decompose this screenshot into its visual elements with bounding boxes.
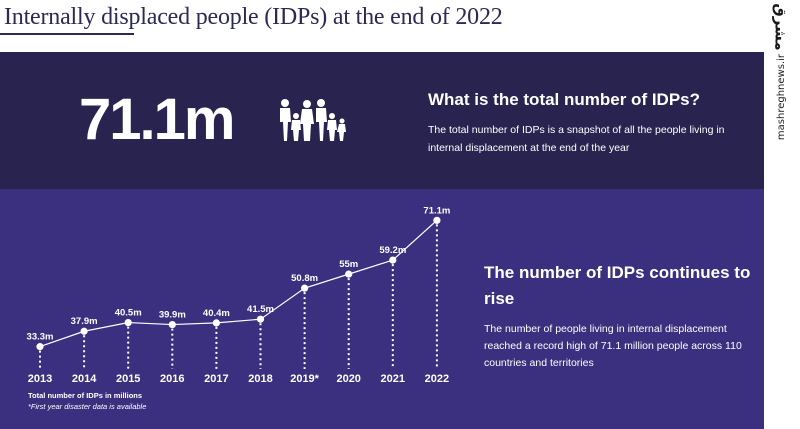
- year-label-9: 2022: [425, 373, 449, 385]
- total-idps-number: 71.1m: [79, 87, 235, 152]
- watermark-logo: مشرق: [772, 3, 791, 51]
- year-label-5: 2018: [248, 373, 272, 385]
- data-point-6: [301, 284, 309, 292]
- year-label-6: 2019*: [290, 373, 319, 385]
- data-point-7: [345, 270, 353, 278]
- family-people-icon: [280, 99, 346, 141]
- watermark: مشرق mashreghnews.ir: [768, 3, 794, 141]
- summary-panel: 71.1m What is the total number of IDPs? …: [0, 52, 764, 189]
- year-label-2: 2015: [116, 373, 140, 385]
- year-label-7: 2020: [336, 373, 360, 385]
- data-point-4: [212, 319, 220, 327]
- value-label-7: 55m: [339, 259, 358, 270]
- trend-text: The number of people living in internal …: [484, 323, 742, 369]
- value-label-9: 71.1m: [423, 205, 450, 216]
- series-line: [39, 219, 438, 348]
- data-point-0: [36, 343, 44, 351]
- value-label-8: 59.2m: [379, 245, 406, 256]
- value-label-5: 41.5m: [247, 304, 274, 315]
- value-label-4: 40.4m: [203, 308, 230, 319]
- watermark-text: mashreghnews.ir: [775, 54, 787, 141]
- year-label-4: 2017: [204, 373, 228, 385]
- year-label-3: 2016: [160, 373, 184, 385]
- data-point-1: [80, 327, 88, 335]
- title-underline: [0, 33, 134, 35]
- value-label-2: 40.5m: [115, 308, 142, 319]
- value-label-6: 50.8m: [291, 273, 318, 284]
- data-point-8: [389, 256, 397, 264]
- value-label-3: 39.9m: [159, 310, 186, 321]
- value-label-1: 37.9m: [71, 316, 98, 327]
- value-label-0: 33.3m: [27, 332, 54, 343]
- page-title: Internally displaced people (IDPs) at th…: [4, 4, 503, 30]
- year-label-8: 2021: [381, 373, 405, 385]
- year-label-0: 2013: [28, 373, 52, 385]
- trend-panel: 33.3m 37.9m 40.5m 39.9m 40.4m 41.5m 50.8m 55m 59…: [0, 189, 764, 429]
- trend-heading: The number of IDPs continues to rise: [484, 263, 751, 308]
- idp-line-chart: 33.3m 37.9m 40.5m 39.9m 40.4m 41.5m 50.8m 55m 59…: [27, 205, 451, 385]
- data-point-9: [433, 216, 441, 224]
- data-point-2: [124, 318, 132, 327]
- summary-text: The total number of IDPs is a snapshot o…: [428, 124, 725, 154]
- summary-heading: What is the total number of IDPs?: [428, 90, 701, 109]
- data-point-5: [256, 315, 265, 323]
- chart-footnote: *First year disaster data is available: [28, 402, 147, 411]
- chart-caption: Total number of IDPs in millions: [28, 391, 143, 400]
- data-point-3: [168, 320, 176, 329]
- year-label-1: 2014: [72, 373, 97, 385]
